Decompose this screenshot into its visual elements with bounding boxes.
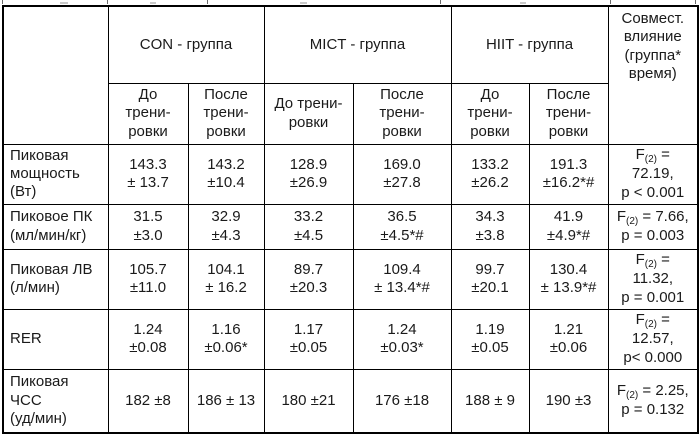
data-cell: 1.24 ±0.03* bbox=[352, 308, 452, 370]
table-row-rer: RER 1.24 ±0.08 1.16 ±0.06* 1.17 ±0.05 1.… bbox=[2, 308, 699, 370]
cropped-row-remnant bbox=[0, 0, 700, 5]
group-header-con: CON - группа bbox=[107, 5, 265, 84]
data-cell: 41.9 ±4.9*# bbox=[528, 203, 609, 250]
f-df: (2) bbox=[644, 154, 657, 166]
f-value: = 72.19, p < 0.001 bbox=[621, 146, 685, 201]
group-header-hiit: HIIT - группа bbox=[450, 5, 609, 84]
f-stat-cell: F(2) = 72.19, p < 0.001 bbox=[607, 143, 699, 205]
data-cell: 1.17 ±0.05 bbox=[263, 308, 354, 370]
text-smudge bbox=[300, 2, 307, 4]
f-value: = 12.57, p< 0.000 bbox=[623, 311, 683, 366]
f-df: (2) bbox=[626, 215, 639, 227]
f-df: (2) bbox=[644, 259, 657, 271]
f-value: = 7.66, p = 0.003 bbox=[621, 207, 689, 244]
data-cell: 1.16 ±0.06* bbox=[187, 308, 265, 370]
effect-header: Совмест. влияние (группа* время) bbox=[607, 5, 699, 145]
data-cell: 128.9 ±26.9 bbox=[263, 143, 354, 205]
data-cell: 1.19 ±0.05 bbox=[450, 308, 530, 370]
data-cell: 36.5 ±4.5*# bbox=[352, 203, 452, 250]
f-stat-cell: F(2) = 11.32, p = 0.001 bbox=[607, 248, 699, 310]
row-label: Пиковая ЧСС (уд/мин) bbox=[2, 368, 109, 434]
group-header-mict: MICT - группа bbox=[263, 5, 452, 84]
data-cell: 32.9 ±4.3 bbox=[187, 203, 265, 250]
row-label: Пиковое ПК (мл/мин/кг) bbox=[2, 203, 109, 250]
f-symbol: F bbox=[616, 382, 626, 400]
data-cell: 130.4 ± 13.9*# bbox=[528, 248, 609, 310]
table-row-peak-ve: Пиковая ЛВ (л/мин) 105.7 ±11.0 104.1 ± 1… bbox=[2, 248, 699, 310]
data-cell: 176 ±18 bbox=[352, 368, 452, 434]
subheader-mict-post: После трени- ровки bbox=[352, 82, 452, 145]
data-cell: 186 ± 13 bbox=[187, 368, 265, 434]
border-tick bbox=[440, 0, 441, 4]
data-cell: 34.3 ±3.8 bbox=[450, 203, 530, 250]
border-tick bbox=[207, 0, 208, 4]
data-cell: 190 ±3 bbox=[528, 368, 609, 434]
row-label: Пиковая ЛВ (л/мин) bbox=[2, 248, 109, 310]
data-cell: 109.4 ± 13.4*# bbox=[352, 248, 452, 310]
data-cell: 89.7 ±20.3 bbox=[263, 248, 354, 310]
subheader-con-post: После трени- ровки bbox=[187, 82, 265, 145]
subheader-hiit-pre: До трени- ровки bbox=[450, 82, 530, 145]
subheader-row: До трени- ровки После трени- ровки До тр… bbox=[3, 82, 698, 145]
table-row-peak-vo2: Пиковое ПК (мл/мин/кг) 31.5 ±3.0 32.9 ±4… bbox=[2, 203, 699, 250]
f-symbol: F bbox=[616, 207, 626, 225]
data-cell: 31.5 ±3.0 bbox=[107, 203, 189, 250]
border-tick bbox=[695, 0, 696, 4]
group-header-row: CON - группа MICT - группа HIIT - группа… bbox=[2, 5, 699, 145]
f-symbol: F bbox=[635, 251, 645, 269]
f-df: (2) bbox=[626, 390, 639, 402]
border-tick bbox=[107, 0, 108, 4]
data-cell: 143.3 ± 13.7 bbox=[107, 143, 189, 205]
data-cell: 133.2 ±26.2 bbox=[450, 143, 530, 205]
subheader-con-pre: До трени- ровки bbox=[107, 82, 189, 145]
f-value: = 11.32, p = 0.001 bbox=[621, 251, 685, 306]
corner-cell bbox=[2, 5, 109, 145]
f-symbol: F bbox=[635, 146, 645, 164]
table-row-peak-power: Пиковая мощность (Вт) 143.3 ± 13.7 143.2… bbox=[2, 143, 699, 205]
results-table: CON - группа MICT - группа HIIT - группа… bbox=[2, 5, 700, 434]
text-smudge bbox=[520, 2, 526, 4]
subheader-hiit-post: После трени- ровки bbox=[528, 82, 609, 145]
data-cell: 191.3 ±16.2*# bbox=[528, 143, 609, 205]
f-stat-cell: F(2) = 7.66, p = 0.003 bbox=[607, 203, 699, 250]
f-stat-cell: F(2) = 2.25, p = 0.132 bbox=[607, 368, 699, 434]
data-cell: 143.2 ±10.4 bbox=[187, 143, 265, 205]
border-tick bbox=[610, 0, 611, 4]
data-cell: 180 ±21 bbox=[263, 368, 354, 434]
data-cell: 188 ± 9 bbox=[450, 368, 530, 434]
text-smudge bbox=[150, 2, 156, 4]
f-df: (2) bbox=[644, 319, 657, 331]
data-cell: 33.2 ±4.5 bbox=[263, 203, 354, 250]
data-cell: 1.21 ±0.06 bbox=[528, 308, 609, 370]
data-cell: 1.24 ±0.08 bbox=[107, 308, 189, 370]
data-cell: 169.0 ±27.8 bbox=[352, 143, 452, 205]
f-symbol: F bbox=[635, 311, 645, 329]
data-cell: 104.1 ± 16.2 bbox=[187, 248, 265, 310]
border-tick bbox=[2, 0, 3, 4]
subheader-mict-pre: До трени- ровки bbox=[263, 82, 354, 145]
row-label: Пиковая мощность (Вт) bbox=[2, 143, 109, 205]
f-value: = 2.25, p = 0.132 bbox=[621, 382, 689, 419]
data-cell: 105.7 ±11.0 bbox=[107, 248, 189, 310]
table-row-peak-hr: Пиковая ЧСС (уд/мин) 182 ±8 186 ± 13 180… bbox=[2, 368, 699, 434]
row-label: RER bbox=[2, 308, 109, 370]
f-stat-cell: F(2) = 12.57, p< 0.000 bbox=[607, 308, 699, 370]
data-cell: 182 ±8 bbox=[107, 368, 189, 434]
text-smudge bbox=[60, 2, 68, 4]
data-cell: 99.7 ±20.1 bbox=[450, 248, 530, 310]
